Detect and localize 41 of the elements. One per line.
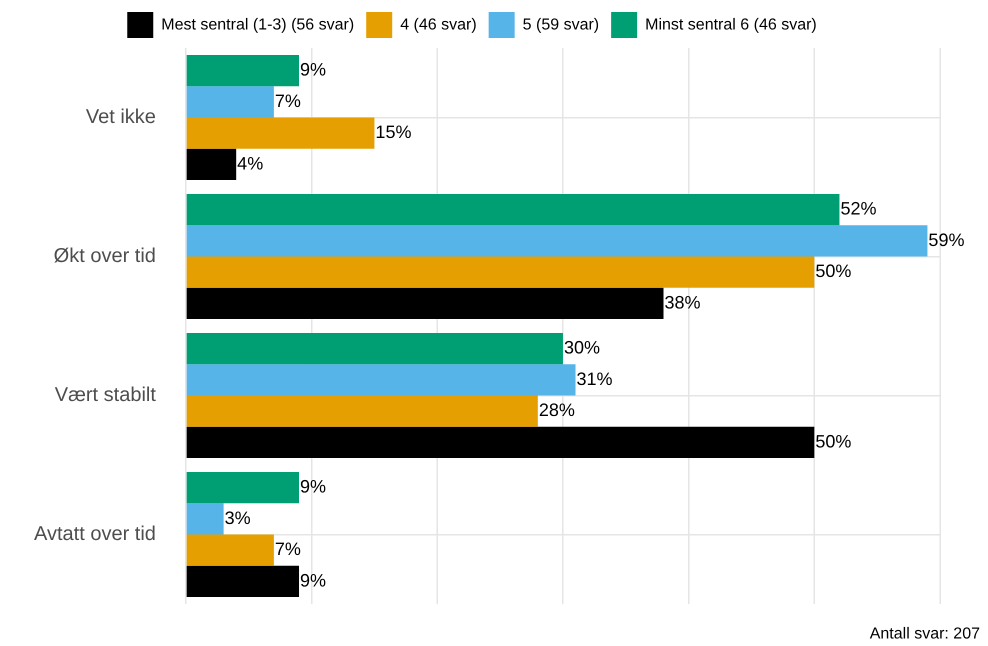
legend-label: Minst sentral 6 (46 svar) xyxy=(645,16,817,34)
bar xyxy=(186,472,300,504)
data-label: 15% xyxy=(375,122,412,142)
y-tick-label: Vet ikke xyxy=(86,106,156,128)
bar xyxy=(186,225,928,256)
bar xyxy=(186,503,224,534)
y-tick-label: Økt over tid xyxy=(54,245,156,268)
legend-label: 4 (46 svar) xyxy=(400,16,477,34)
data-label: 50% xyxy=(815,431,852,452)
y-tick-label: Avtatt over tid xyxy=(34,523,156,546)
data-label: 28% xyxy=(538,400,575,420)
bar xyxy=(186,54,300,86)
data-label: 59% xyxy=(928,230,964,250)
bar xyxy=(186,364,576,396)
data-label: 9% xyxy=(300,60,326,80)
bar xyxy=(186,194,840,226)
bar xyxy=(186,566,300,598)
bar xyxy=(186,534,274,566)
bar xyxy=(186,256,814,288)
legend-label: Mest sentral (1-3) (56 svar) xyxy=(161,16,354,34)
data-label: 38% xyxy=(664,292,701,312)
legend-label: 5 (59 svar) xyxy=(522,16,600,34)
y-tick-label: Vært stabilt xyxy=(54,384,156,406)
data-label: 7% xyxy=(274,90,301,111)
bar xyxy=(186,86,274,118)
bar xyxy=(186,332,563,364)
bar xyxy=(186,148,236,180)
data-label: 52% xyxy=(840,198,876,219)
bar xyxy=(186,288,664,320)
data-label: 7% xyxy=(274,539,301,560)
data-label: 3% xyxy=(224,508,251,528)
data-label: 9% xyxy=(300,476,326,497)
data-label: 9% xyxy=(300,570,326,590)
bar xyxy=(186,426,814,458)
data-label: 4% xyxy=(237,153,264,174)
bar xyxy=(186,396,538,427)
data-label: 50% xyxy=(815,261,852,282)
bar xyxy=(186,118,374,149)
data-label: 30% xyxy=(564,338,600,358)
text: Antall svar: 207 xyxy=(870,625,980,642)
data-label: 31% xyxy=(576,368,613,389)
